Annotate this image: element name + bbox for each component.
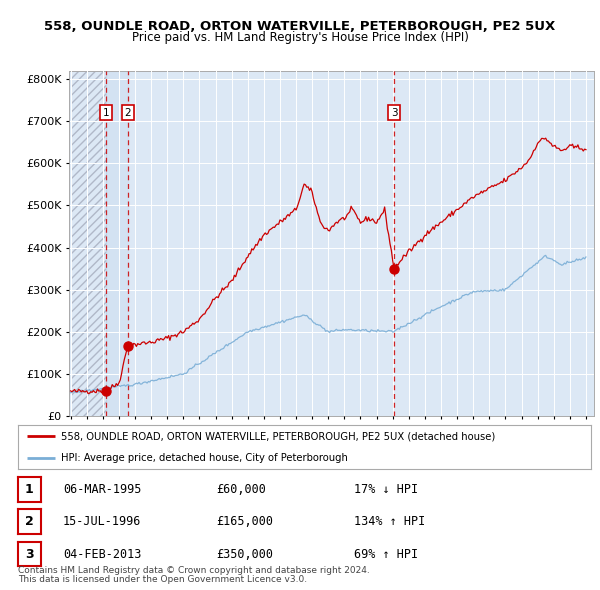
Text: Contains HM Land Registry data © Crown copyright and database right 2024.: Contains HM Land Registry data © Crown c…	[18, 566, 370, 575]
Text: 69% ↑ HPI: 69% ↑ HPI	[354, 548, 418, 560]
Text: 04-FEB-2013: 04-FEB-2013	[63, 548, 142, 560]
Text: 2: 2	[25, 515, 34, 528]
Bar	[71, 71, 106, 416]
Text: 3: 3	[25, 548, 34, 560]
Text: £350,000: £350,000	[216, 548, 273, 560]
Bar	[106, 71, 128, 416]
Text: 558, OUNDLE ROAD, ORTON WATERVILLE, PETERBOROUGH, PE2 5UX: 558, OUNDLE ROAD, ORTON WATERVILLE, PETE…	[44, 20, 556, 33]
Text: 15-JUL-1996: 15-JUL-1996	[63, 515, 142, 528]
Text: 06-MAR-1995: 06-MAR-1995	[63, 483, 142, 496]
Text: £165,000: £165,000	[216, 515, 273, 528]
Text: 17% ↓ HPI: 17% ↓ HPI	[354, 483, 418, 496]
Text: 134% ↑ HPI: 134% ↑ HPI	[354, 515, 425, 528]
Text: This data is licensed under the Open Government Licence v3.0.: This data is licensed under the Open Gov…	[18, 575, 307, 584]
Bar	[71, 71, 106, 416]
Text: 2: 2	[124, 108, 131, 118]
Text: 1: 1	[25, 483, 34, 496]
Text: 558, OUNDLE ROAD, ORTON WATERVILLE, PETERBOROUGH, PE2 5UX (detached house): 558, OUNDLE ROAD, ORTON WATERVILLE, PETE…	[61, 431, 495, 441]
Text: 3: 3	[391, 108, 397, 118]
Text: Price paid vs. HM Land Registry's House Price Index (HPI): Price paid vs. HM Land Registry's House …	[131, 31, 469, 44]
Text: HPI: Average price, detached house, City of Peterborough: HPI: Average price, detached house, City…	[61, 453, 348, 463]
Text: 1: 1	[103, 108, 109, 118]
Text: £60,000: £60,000	[216, 483, 266, 496]
